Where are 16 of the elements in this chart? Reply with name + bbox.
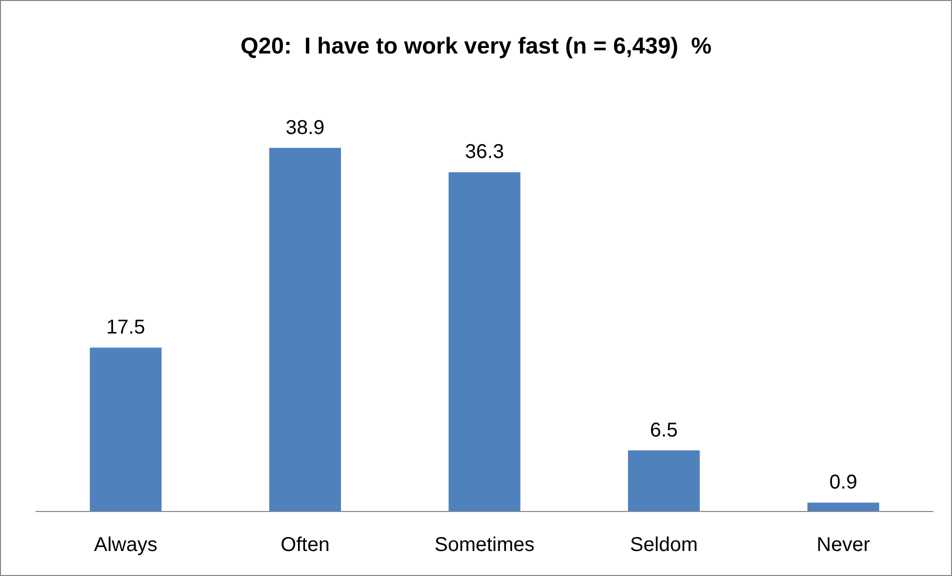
bar bbox=[269, 148, 341, 511]
bar bbox=[807, 502, 880, 511]
x-tick-label: Always bbox=[94, 534, 158, 556]
data-label: 38.9 bbox=[286, 116, 325, 139]
data-label: 0.9 bbox=[829, 472, 858, 494]
data-label: 6.5 bbox=[650, 419, 678, 442]
data-label: 17.5 bbox=[106, 316, 146, 339]
x-tick-label: Often bbox=[280, 534, 330, 556]
chart-title: Q20: I have to work very fast (n = 6,439) % bbox=[240, 32, 712, 58]
x-tick-label: Sometimes bbox=[434, 534, 535, 556]
bar bbox=[90, 348, 162, 511]
x-tick-label: Seldom bbox=[630, 534, 698, 556]
data-label: 36.3 bbox=[465, 141, 504, 164]
x-tick-label: Never bbox=[816, 534, 870, 556]
bar bbox=[448, 172, 520, 511]
bar bbox=[628, 450, 700, 511]
